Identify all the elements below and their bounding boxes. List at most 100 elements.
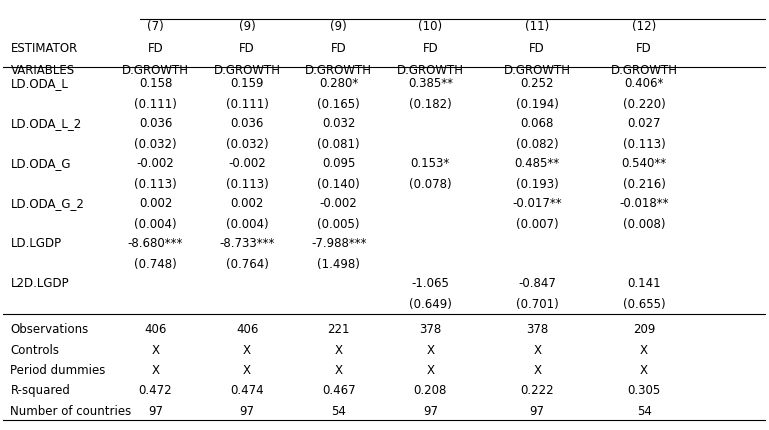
Text: (9): (9) — [238, 20, 255, 33]
Text: Number of countries: Number of countries — [11, 404, 131, 417]
Text: (0.113): (0.113) — [134, 178, 177, 190]
Text: 0.467: 0.467 — [322, 384, 355, 396]
Text: (0.701): (0.701) — [516, 297, 558, 310]
Text: -1.065: -1.065 — [411, 276, 449, 289]
Text: D.GROWTH: D.GROWTH — [122, 64, 189, 77]
Text: (0.182): (0.182) — [409, 98, 451, 111]
Text: -0.847: -0.847 — [518, 276, 556, 289]
Text: 0.141: 0.141 — [628, 276, 661, 289]
Text: FD: FD — [636, 42, 652, 55]
Text: LD.ODA_L: LD.ODA_L — [11, 77, 68, 89]
Text: 97: 97 — [148, 404, 163, 417]
Text: 0.032: 0.032 — [322, 117, 355, 129]
Text: (11): (11) — [525, 20, 549, 33]
Text: 97: 97 — [423, 404, 438, 417]
Text: Observations: Observations — [11, 322, 88, 335]
Text: (0.008): (0.008) — [623, 218, 665, 230]
Text: 0.474: 0.474 — [230, 384, 264, 396]
Text: (0.111): (0.111) — [134, 98, 177, 111]
Text: LD.ODA_G_2: LD.ODA_G_2 — [11, 197, 85, 209]
Text: 209: 209 — [633, 322, 655, 335]
Text: (0.078): (0.078) — [409, 178, 451, 190]
Text: (0.748): (0.748) — [134, 258, 177, 270]
Text: (0.082): (0.082) — [516, 138, 558, 151]
Text: (0.193): (0.193) — [516, 178, 558, 190]
Text: (0.032): (0.032) — [134, 138, 177, 151]
Text: X: X — [243, 363, 251, 376]
Text: 0.485**: 0.485** — [514, 157, 560, 169]
Text: LD.ODA_L_2: LD.ODA_L_2 — [11, 117, 82, 129]
Text: FD: FD — [529, 42, 545, 55]
Text: (0.113): (0.113) — [623, 138, 665, 151]
Text: 97: 97 — [530, 404, 544, 417]
Text: (7): (7) — [147, 20, 164, 33]
Text: -8.680***: -8.680*** — [128, 236, 183, 249]
Text: D.GROWTH: D.GROWTH — [305, 64, 372, 77]
Text: -0.002: -0.002 — [228, 157, 266, 169]
Text: Controls: Controls — [11, 343, 59, 356]
Text: LD.ODA_G: LD.ODA_G — [11, 157, 71, 169]
Text: X: X — [533, 363, 541, 376]
Text: 0.222: 0.222 — [521, 384, 554, 396]
Text: LD.LGDP: LD.LGDP — [11, 236, 62, 249]
Text: X: X — [151, 343, 159, 356]
Text: -0.018**: -0.018** — [619, 197, 669, 209]
Text: -7.988***: -7.988*** — [311, 236, 367, 249]
Text: ESTIMATOR: ESTIMATOR — [11, 42, 78, 55]
Text: D.GROWTH: D.GROWTH — [611, 64, 677, 77]
Text: X: X — [533, 343, 541, 356]
Text: 0.540**: 0.540** — [621, 157, 667, 169]
Text: 406: 406 — [236, 322, 258, 335]
Text: 0.068: 0.068 — [521, 117, 554, 129]
Text: X: X — [243, 343, 251, 356]
Text: 406: 406 — [145, 322, 167, 335]
Text: L2D.LGDP: L2D.LGDP — [11, 276, 69, 289]
Text: 54: 54 — [637, 404, 651, 417]
Text: 0.406*: 0.406* — [624, 77, 664, 89]
Text: -0.002: -0.002 — [320, 197, 358, 209]
Text: (0.007): (0.007) — [516, 218, 558, 230]
Text: (10): (10) — [418, 20, 442, 33]
Text: X: X — [426, 343, 434, 356]
Text: 221: 221 — [328, 322, 350, 335]
Text: FD: FD — [422, 42, 438, 55]
Text: (0.649): (0.649) — [409, 297, 451, 310]
Text: 0.002: 0.002 — [231, 197, 264, 209]
Text: 0.002: 0.002 — [138, 197, 172, 209]
Text: D.GROWTH: D.GROWTH — [397, 64, 464, 77]
Text: (0.081): (0.081) — [318, 138, 360, 151]
Text: 0.305: 0.305 — [628, 384, 661, 396]
Text: 0.158: 0.158 — [138, 77, 172, 89]
Text: (9): (9) — [331, 20, 347, 33]
Text: (0.140): (0.140) — [318, 178, 360, 190]
Text: (0.194): (0.194) — [516, 98, 558, 111]
Text: 0.095: 0.095 — [322, 157, 355, 169]
Text: 0.280*: 0.280* — [319, 77, 358, 89]
Text: (0.655): (0.655) — [623, 297, 665, 310]
Text: R-squared: R-squared — [11, 384, 70, 396]
Text: -8.733***: -8.733*** — [219, 236, 275, 249]
Text: 378: 378 — [526, 322, 548, 335]
Text: X: X — [426, 363, 434, 376]
Text: (1.498): (1.498) — [318, 258, 360, 270]
Text: 0.036: 0.036 — [231, 117, 264, 129]
Text: (0.220): (0.220) — [623, 98, 665, 111]
Text: 0.027: 0.027 — [628, 117, 661, 129]
Text: (0.032): (0.032) — [226, 138, 268, 151]
Text: -0.017**: -0.017** — [512, 197, 562, 209]
Text: (0.005): (0.005) — [318, 218, 360, 230]
Text: (0.165): (0.165) — [318, 98, 360, 111]
Text: (0.004): (0.004) — [226, 218, 268, 230]
Text: (0.113): (0.113) — [226, 178, 268, 190]
Text: 0.153*: 0.153* — [411, 157, 450, 169]
Text: 0.472: 0.472 — [138, 384, 172, 396]
Text: (0.216): (0.216) — [623, 178, 665, 190]
Text: X: X — [640, 363, 648, 376]
Text: 54: 54 — [331, 404, 346, 417]
Text: (0.764): (0.764) — [225, 258, 268, 270]
Text: Period dummies: Period dummies — [11, 363, 106, 376]
Text: D.GROWTH: D.GROWTH — [214, 64, 281, 77]
Text: 0.159: 0.159 — [231, 77, 264, 89]
Text: 0.385**: 0.385** — [408, 77, 453, 89]
Text: FD: FD — [331, 42, 347, 55]
